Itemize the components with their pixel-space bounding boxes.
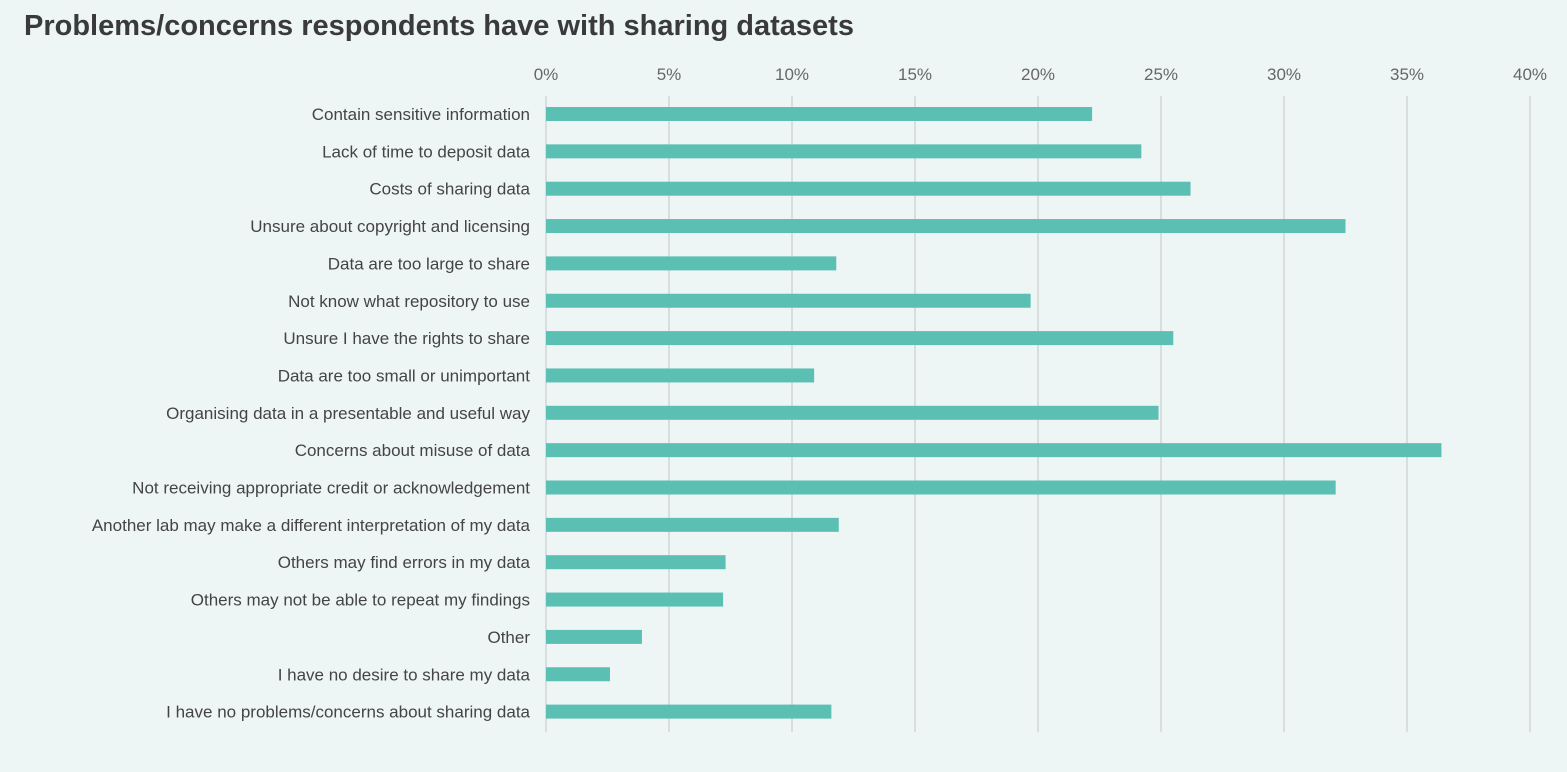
category-label: Another lab may make a different interpr… [92,516,531,535]
x-axis-ticks: 0% 5% 10% 15% 20% 25% 30% 35% 40% [534,65,1547,84]
bar [546,293,1031,308]
category-label: Concerns about misuse of data [295,441,531,460]
bar [546,480,1336,495]
bar [546,443,1442,458]
x-tick-label: 5% [657,65,682,84]
category-label: Not receiving appropriate credit or ackn… [132,479,530,498]
bar [546,629,642,644]
x-tick-label: 25% [1144,65,1178,84]
bar [546,704,832,719]
x-tick-label: 30% [1267,65,1301,84]
chart-title: Problems/concerns respondents have with … [24,10,854,42]
bar [546,331,1174,346]
category-label: Not know what repository to use [288,292,530,311]
bar [546,555,726,570]
category-label: Others may not be able to repeat my find… [191,591,530,610]
category-labels: Contain sensitive information Lack of tim… [92,105,531,722]
category-label: Other [487,628,530,647]
category-label: Organising data in a presentable and use… [166,404,530,423]
bar [546,592,724,607]
category-label: Data are too small or unimportant [278,366,531,385]
bar [546,256,837,271]
category-label: Lack of time to deposit data [322,142,530,161]
x-tick-label: 20% [1021,65,1055,84]
x-tick-label: 35% [1390,65,1424,84]
category-label: Data are too large to share [328,254,530,273]
category-label: Unsure I have the rights to share [283,329,530,348]
bars [546,107,1442,719]
bar [546,517,839,532]
bar [546,667,610,682]
x-tick-label: 15% [898,65,932,84]
category-label: I have no desire to share my data [278,665,531,684]
category-label: I have no problems/concerns about sharin… [166,703,530,722]
x-tick-label: 0% [534,65,559,84]
bar [546,219,1346,234]
bar [546,405,1159,420]
bar [546,107,1093,121]
bar [546,144,1142,159]
category-label: Contain sensitive information [312,105,530,124]
category-label: Costs of sharing data [369,180,530,199]
x-tick-label: 10% [775,65,809,84]
x-tick-label: 40% [1513,65,1547,84]
category-label: Others may find errors in my data [278,553,531,572]
bar [546,181,1191,196]
bar [546,368,815,383]
category-label: Unsure about copyright and licensing [250,217,530,236]
